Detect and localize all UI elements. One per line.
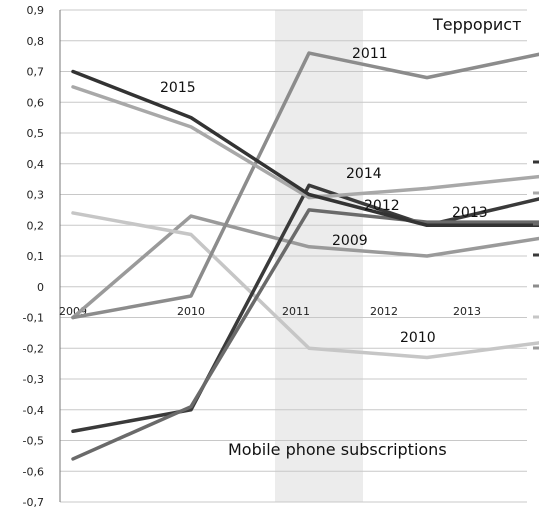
y-tick-label: -0,2 (23, 342, 44, 355)
series-label-2013: 2013 (452, 205, 488, 221)
series-label-2014: 2014 (346, 166, 382, 182)
y-tick-label: 0,5 (27, 127, 45, 140)
y-tick-label: -0,1 (23, 312, 44, 325)
y-tick-label: 0,9 (27, 4, 45, 17)
series-label-2012: 2012 (364, 198, 400, 214)
x-tick-label: 2013 (453, 305, 481, 318)
x-tick-label: 2012 (370, 305, 398, 318)
x-tick-label: 2011 (282, 305, 310, 318)
y-tick-label: 0,2 (27, 219, 45, 232)
series-line-2010 (71, 211, 539, 360)
series-labels: 2009 2010 2011 2012 2013 2014 2015 (160, 46, 488, 346)
legend-marks (533, 160, 539, 350)
y-tick-label: 0,4 (27, 158, 45, 171)
series-label-2010: 2010 (400, 330, 436, 346)
series-line-2009 (71, 214, 539, 320)
series-line-2011 (71, 51, 539, 320)
y-tick-label: 0 (37, 281, 44, 294)
y-tick-label: 0,8 (27, 35, 45, 48)
series-line-2013 (71, 208, 539, 461)
y-tick-label: 0,1 (27, 250, 45, 263)
series-label-2009: 2009 (332, 233, 368, 249)
series-line-2014 (71, 85, 539, 200)
y-tick-label: 0,7 (27, 66, 45, 79)
series-line-2012 (71, 183, 539, 434)
y-tick-label: 0,6 (27, 96, 45, 109)
y-tick-label: -0,7 (23, 496, 44, 509)
x-tick-label: 2010 (177, 305, 205, 318)
y-tick-label: -0,4 (23, 404, 44, 417)
y-tick-labels: 0,9 0,8 0,7 0,6 0,5 0,4 0,3 0,2 0,1 0 -0,1 -0,2 -0,3… (23, 4, 44, 509)
y-tick-label: -0,6 (23, 465, 44, 478)
series-lines (71, 51, 539, 461)
annotation-bottom: Mobile phone subscriptions (228, 440, 447, 459)
series-label-2011: 2011 (352, 46, 388, 62)
annotation-top-right: Террорист (432, 15, 521, 34)
series-label-2015: 2015 (160, 80, 196, 96)
y-tick-label: -0,3 (23, 373, 44, 386)
series-line-2015 (71, 69, 539, 227)
y-tick-label: -0,5 (23, 435, 44, 448)
x-tick-labels: 2009 2010 2011 2012 2013 (59, 305, 481, 318)
y-tick-label: 0,3 (27, 189, 45, 202)
